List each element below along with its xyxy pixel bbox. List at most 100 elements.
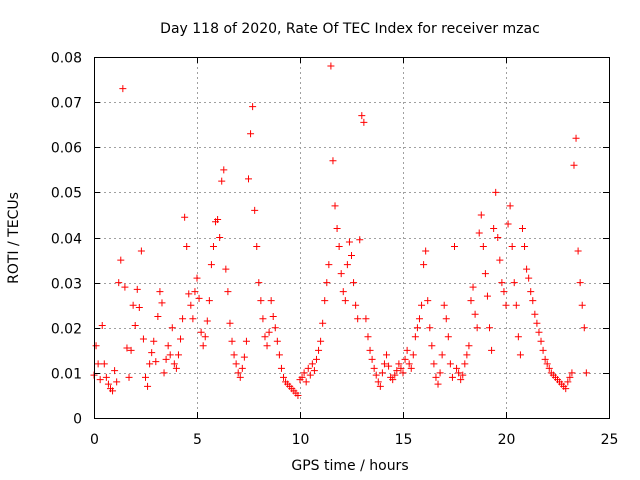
data-point [189, 315, 197, 323]
data-point [391, 371, 399, 379]
data-point [259, 315, 267, 323]
data-point [424, 297, 432, 305]
data-point [343, 261, 351, 269]
data-point [249, 103, 257, 111]
y-tick-label: 0.03 [51, 277, 82, 293]
data-point [471, 310, 479, 318]
data-point [158, 299, 166, 307]
data-point [543, 360, 551, 368]
data-point [203, 317, 211, 325]
data-point [263, 342, 271, 350]
data-point [440, 301, 448, 309]
y-tick-label: 0.08 [51, 51, 82, 67]
data-point [428, 342, 436, 350]
data-point [333, 224, 341, 232]
data-point [432, 373, 440, 381]
data-point [218, 177, 226, 185]
data-point [242, 337, 250, 345]
data-point [207, 261, 215, 269]
y-tick-label: 0.06 [51, 141, 82, 157]
data-point [389, 376, 397, 384]
data-point [222, 265, 230, 273]
data-point [109, 387, 117, 395]
data-point [179, 315, 187, 323]
data-point [273, 337, 281, 345]
data-point [413, 324, 421, 332]
data-point [329, 157, 337, 165]
data-point [535, 328, 543, 336]
data-point [442, 315, 450, 323]
data-point [348, 252, 355, 260]
data-point [302, 378, 310, 386]
data-point [181, 213, 189, 221]
data-point [121, 283, 129, 291]
data-point [380, 360, 388, 368]
data-point [146, 360, 154, 368]
data-point [319, 319, 327, 327]
data-point [298, 373, 306, 381]
data-point [451, 243, 458, 251]
data-point [545, 364, 553, 372]
data-point [331, 202, 339, 210]
data-point [401, 355, 409, 363]
data-point [360, 118, 368, 126]
data-point [448, 373, 456, 381]
data-point [236, 373, 244, 381]
data-point [461, 360, 469, 368]
data-point [502, 301, 510, 309]
data-point [144, 382, 152, 390]
data-point [238, 364, 246, 372]
data-point [183, 243, 191, 251]
data-point [315, 346, 323, 354]
data-point [220, 166, 228, 174]
x-tick-label: 25 [601, 432, 619, 448]
x-tick-label: 15 [395, 432, 413, 448]
data-point [162, 355, 170, 363]
grid [94, 57, 609, 418]
data-point [150, 337, 158, 345]
data-point [512, 301, 520, 309]
data-point [129, 301, 137, 309]
data-point [92, 342, 100, 350]
data-point [224, 288, 232, 296]
data-point [415, 315, 423, 323]
data-point [193, 274, 201, 282]
data-point [405, 360, 413, 368]
data-point [312, 355, 320, 363]
data-point [135, 303, 143, 311]
data-point [514, 333, 522, 341]
data-point [350, 279, 358, 287]
data-point [280, 373, 288, 381]
data-point [139, 335, 147, 343]
data-point [510, 279, 518, 287]
data-point [257, 297, 265, 305]
data-point [395, 360, 403, 368]
data-point [98, 321, 106, 329]
data-point [393, 367, 401, 375]
data-point [422, 247, 430, 255]
data-point [187, 301, 195, 309]
data-point [418, 301, 426, 309]
data-point [436, 369, 444, 377]
data-point [372, 371, 380, 379]
data-point [385, 362, 393, 370]
data-point [308, 360, 316, 368]
y-tick-label: 0.04 [51, 232, 82, 248]
data-point [164, 342, 172, 350]
data-point [127, 346, 135, 354]
x-axis-ticks: 0 5 10 15 20 25 [90, 57, 618, 448]
data-point [216, 234, 224, 241]
data-point [197, 328, 205, 336]
data-point [137, 247, 145, 255]
data-point [115, 279, 123, 287]
data-point [446, 360, 454, 368]
data-point [444, 333, 452, 341]
data-point [469, 283, 477, 291]
data-point [378, 369, 386, 377]
data-point [508, 243, 516, 251]
data-point [475, 229, 483, 237]
data-point [426, 324, 434, 332]
data-point [582, 369, 590, 377]
data-point [154, 312, 162, 320]
